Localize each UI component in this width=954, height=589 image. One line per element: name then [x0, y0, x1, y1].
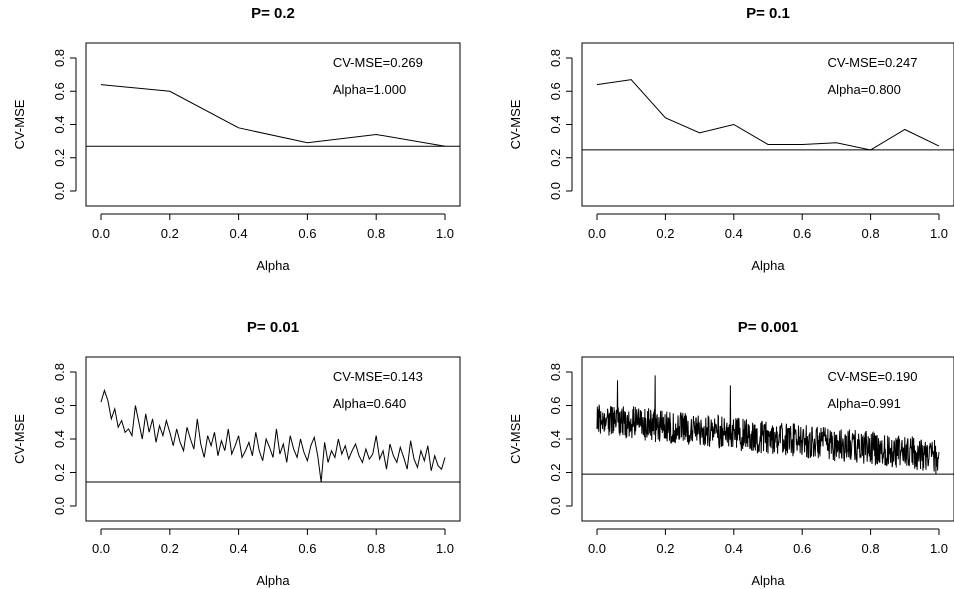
- chart-panel-4: P= 0.001 0.0 0.2 0.4 0.6 0.8 1.0 Alpha 0.0 0.2 0.4…: [508, 319, 954, 588]
- chart-title: P= 0.1: [746, 5, 790, 22]
- x-tick-label: 0.6: [793, 226, 811, 241]
- x-tick-label: 1.0: [930, 226, 948, 241]
- x-axis-label: Alpha: [256, 573, 290, 588]
- y-tick-label: 0.8: [548, 49, 563, 67]
- x-tick-label: 0.8: [367, 541, 385, 556]
- cv-mse-annotation: CV-MSE=0.269: [333, 55, 423, 70]
- y-axis-label: CV-MSE: [508, 99, 523, 149]
- alpha-annotation: Alpha=0.991: [828, 396, 901, 411]
- chart-panel-1: P= 0.2 0.0 0.2 0.4 0.6 0.8 1.0 Alpha 0.0 0.2 0.4 0.…: [12, 5, 461, 273]
- y-tick-label: 0.8: [548, 363, 563, 381]
- y-tick-label: 0.4: [548, 115, 563, 133]
- x-axis-label: Alpha: [751, 258, 785, 273]
- alpha-annotation: Alpha=0.640: [333, 396, 406, 411]
- y-tick-label: 0.2: [548, 149, 563, 167]
- x-tick-label: 0.8: [862, 541, 880, 556]
- x-axis-label: Alpha: [256, 258, 290, 273]
- x-tick-label: 0.0: [588, 541, 606, 556]
- x-tick-label: 0.0: [588, 226, 606, 241]
- x-tick-label: 0.0: [92, 541, 110, 556]
- x-tick-label: 1.0: [930, 541, 948, 556]
- x-tick-label: 0.6: [793, 541, 811, 556]
- series-line: [100, 388, 446, 483]
- x-tick-label: 1.0: [436, 226, 454, 241]
- chart-panel-2: P= 0.1 0.0 0.2 0.4 0.6 0.8 1.0 Alpha 0.0 0.2 0.4 0.…: [508, 5, 954, 273]
- x-axis-label: Alpha: [751, 573, 785, 588]
- y-tick-label: 0.0: [548, 497, 563, 515]
- chart-title: P= 0.01: [247, 319, 299, 336]
- plot-frame: [581, 356, 954, 522]
- y-tick-label: 0.2: [548, 463, 563, 481]
- chart-panel-3: P= 0.01 0.0 0.2 0.4 0.6 0.8 1.0 Alpha 0.0 0.2 0.4 0…: [12, 319, 461, 588]
- x-tick-label: 0.4: [230, 541, 248, 556]
- y-tick-label: 0.4: [548, 430, 563, 448]
- y-axis-label: CV-MSE: [12, 414, 27, 464]
- y-tick-label: 0.2: [52, 463, 67, 481]
- x-tick-label: 0.6: [298, 541, 316, 556]
- y-tick-label: 0.2: [52, 149, 67, 167]
- x-tick-label: 0.8: [367, 226, 385, 241]
- y-tick-label: 0.8: [52, 49, 67, 67]
- cv-mse-annotation: CV-MSE=0.190: [828, 369, 918, 384]
- y-tick-label: 0.0: [52, 182, 67, 200]
- alpha-annotation: Alpha=0.800: [828, 82, 901, 97]
- y-axis-label: CV-MSE: [508, 414, 523, 464]
- y-axis-label: CV-MSE: [12, 99, 27, 149]
- y-tick-label: 0.4: [52, 115, 67, 133]
- x-tick-label: 0.8: [862, 226, 880, 241]
- x-tick-label: 1.0: [436, 541, 454, 556]
- x-tick-label: 0.2: [656, 541, 674, 556]
- series-line: [100, 84, 446, 147]
- x-tick-label: 0.4: [725, 226, 743, 241]
- plot-frame: [581, 42, 954, 207]
- y-tick-label: 0.0: [548, 182, 563, 200]
- x-tick-label: 0.6: [298, 226, 316, 241]
- x-tick-label: 0.2: [656, 226, 674, 241]
- chart-title: P= 0.001: [738, 319, 798, 336]
- y-tick-label: 0.4: [52, 430, 67, 448]
- y-tick-label: 0.0: [52, 497, 67, 515]
- alpha-annotation: Alpha=1.000: [333, 82, 406, 97]
- y-tick-label: 0.6: [548, 82, 563, 100]
- chart-title: P= 0.2: [251, 5, 295, 22]
- x-tick-label: 0.2: [161, 541, 179, 556]
- y-tick-label: 0.6: [548, 396, 563, 414]
- plot-frame: [85, 42, 461, 207]
- cv-mse-annotation: CV-MSE=0.247: [828, 55, 918, 70]
- series-line: [596, 375, 940, 475]
- cv-mse-annotation: CV-MSE=0.143: [333, 369, 423, 384]
- x-tick-label: 0.4: [725, 541, 743, 556]
- y-tick-label: 0.6: [52, 82, 67, 100]
- series-line: [596, 79, 940, 151]
- x-tick-label: 0.4: [230, 226, 248, 241]
- plot-frame: [85, 356, 461, 522]
- x-tick-label: 0.0: [92, 226, 110, 241]
- y-tick-label: 0.8: [52, 363, 67, 381]
- x-tick-label: 0.2: [161, 226, 179, 241]
- y-tick-label: 0.6: [52, 396, 67, 414]
